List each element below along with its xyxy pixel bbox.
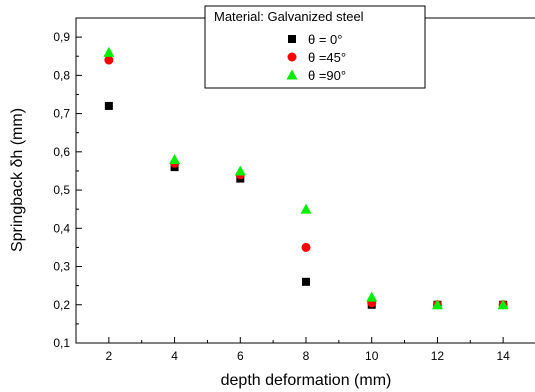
x-tick-label: 2: [106, 349, 113, 363]
y-tick-label: 0,1: [53, 336, 70, 350]
x-tick-label: 12: [431, 349, 445, 363]
legend-title: Material: Galvanized steel: [214, 9, 364, 24]
legend-label-series-3: θ =90°: [308, 68, 346, 83]
y-axis-label: Springback δh (mm): [9, 108, 26, 252]
legend-label-series-2: θ =45°: [308, 50, 346, 65]
data-point-series-3: [169, 153, 181, 164]
legend-label-series-1: θ = 0°: [308, 32, 342, 47]
x-tick-label: 4: [171, 349, 178, 363]
data-point-series-2: [301, 242, 311, 252]
x-tick-label: 10: [365, 349, 379, 363]
data-point-series-3: [234, 165, 246, 176]
data-point-series-3: [497, 299, 509, 310]
x-tick-label: 8: [303, 349, 310, 363]
y-tick-label: 0,8: [53, 68, 70, 82]
y-tick-label: 0,7: [53, 107, 70, 121]
data-point-series-3: [103, 46, 115, 57]
x-axis-ticks: 2 4 6 8 10 12 14: [106, 337, 510, 363]
y-tick-label: 0,2: [53, 298, 70, 312]
y-tick-label: 0,6: [53, 145, 70, 159]
y-axis-ticks: 0,1 0,2 0,3 0,4 0,5 0,6 0,7 0,8 0,9: [53, 30, 82, 350]
legend-box: [204, 5, 426, 89]
data-point-series-1: [302, 277, 310, 286]
y-tick-label: 0,4: [53, 221, 70, 235]
y-tick-label: 0,5: [53, 183, 70, 197]
legend: Material: Galvanized steel θ = 0° θ =45° θ…: [204, 5, 426, 89]
data-point-series-3: [366, 291, 378, 302]
legend-marker-series-2: [287, 52, 297, 62]
y-tick-label: 0,3: [53, 260, 70, 274]
x-axis-label: depth deformation (mm): [221, 372, 392, 389]
x-tick-label: 14: [496, 349, 510, 363]
legend-marker-series-3: [286, 69, 298, 80]
data-points: [103, 46, 509, 310]
data-point-series-1: [104, 101, 113, 110]
y-tick-label: 0,9: [53, 30, 70, 44]
data-point-series-2: [104, 55, 114, 65]
legend-marker-series-1: [288, 35, 296, 43]
x-tick-label: 6: [237, 349, 244, 363]
data-point-series-3: [300, 203, 312, 214]
data-point-series-3: [431, 299, 443, 310]
